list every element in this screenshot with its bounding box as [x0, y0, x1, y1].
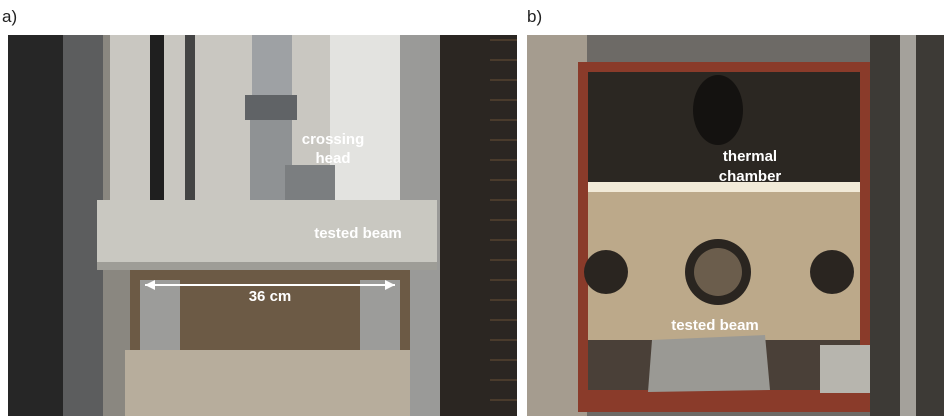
annotation: thermal — [723, 148, 777, 165]
photo-b — [527, 35, 944, 416]
photo-a — [8, 35, 517, 416]
panel-label: a) — [2, 7, 17, 26]
annotation: crossing — [302, 131, 365, 148]
annotation: tested beam — [671, 317, 759, 334]
annotation: head — [315, 150, 350, 167]
annotation: chamber — [719, 168, 782, 185]
annotation: tested beam — [314, 225, 402, 242]
panel-label: b) — [527, 7, 542, 26]
annotation: 36 cm — [249, 288, 292, 305]
